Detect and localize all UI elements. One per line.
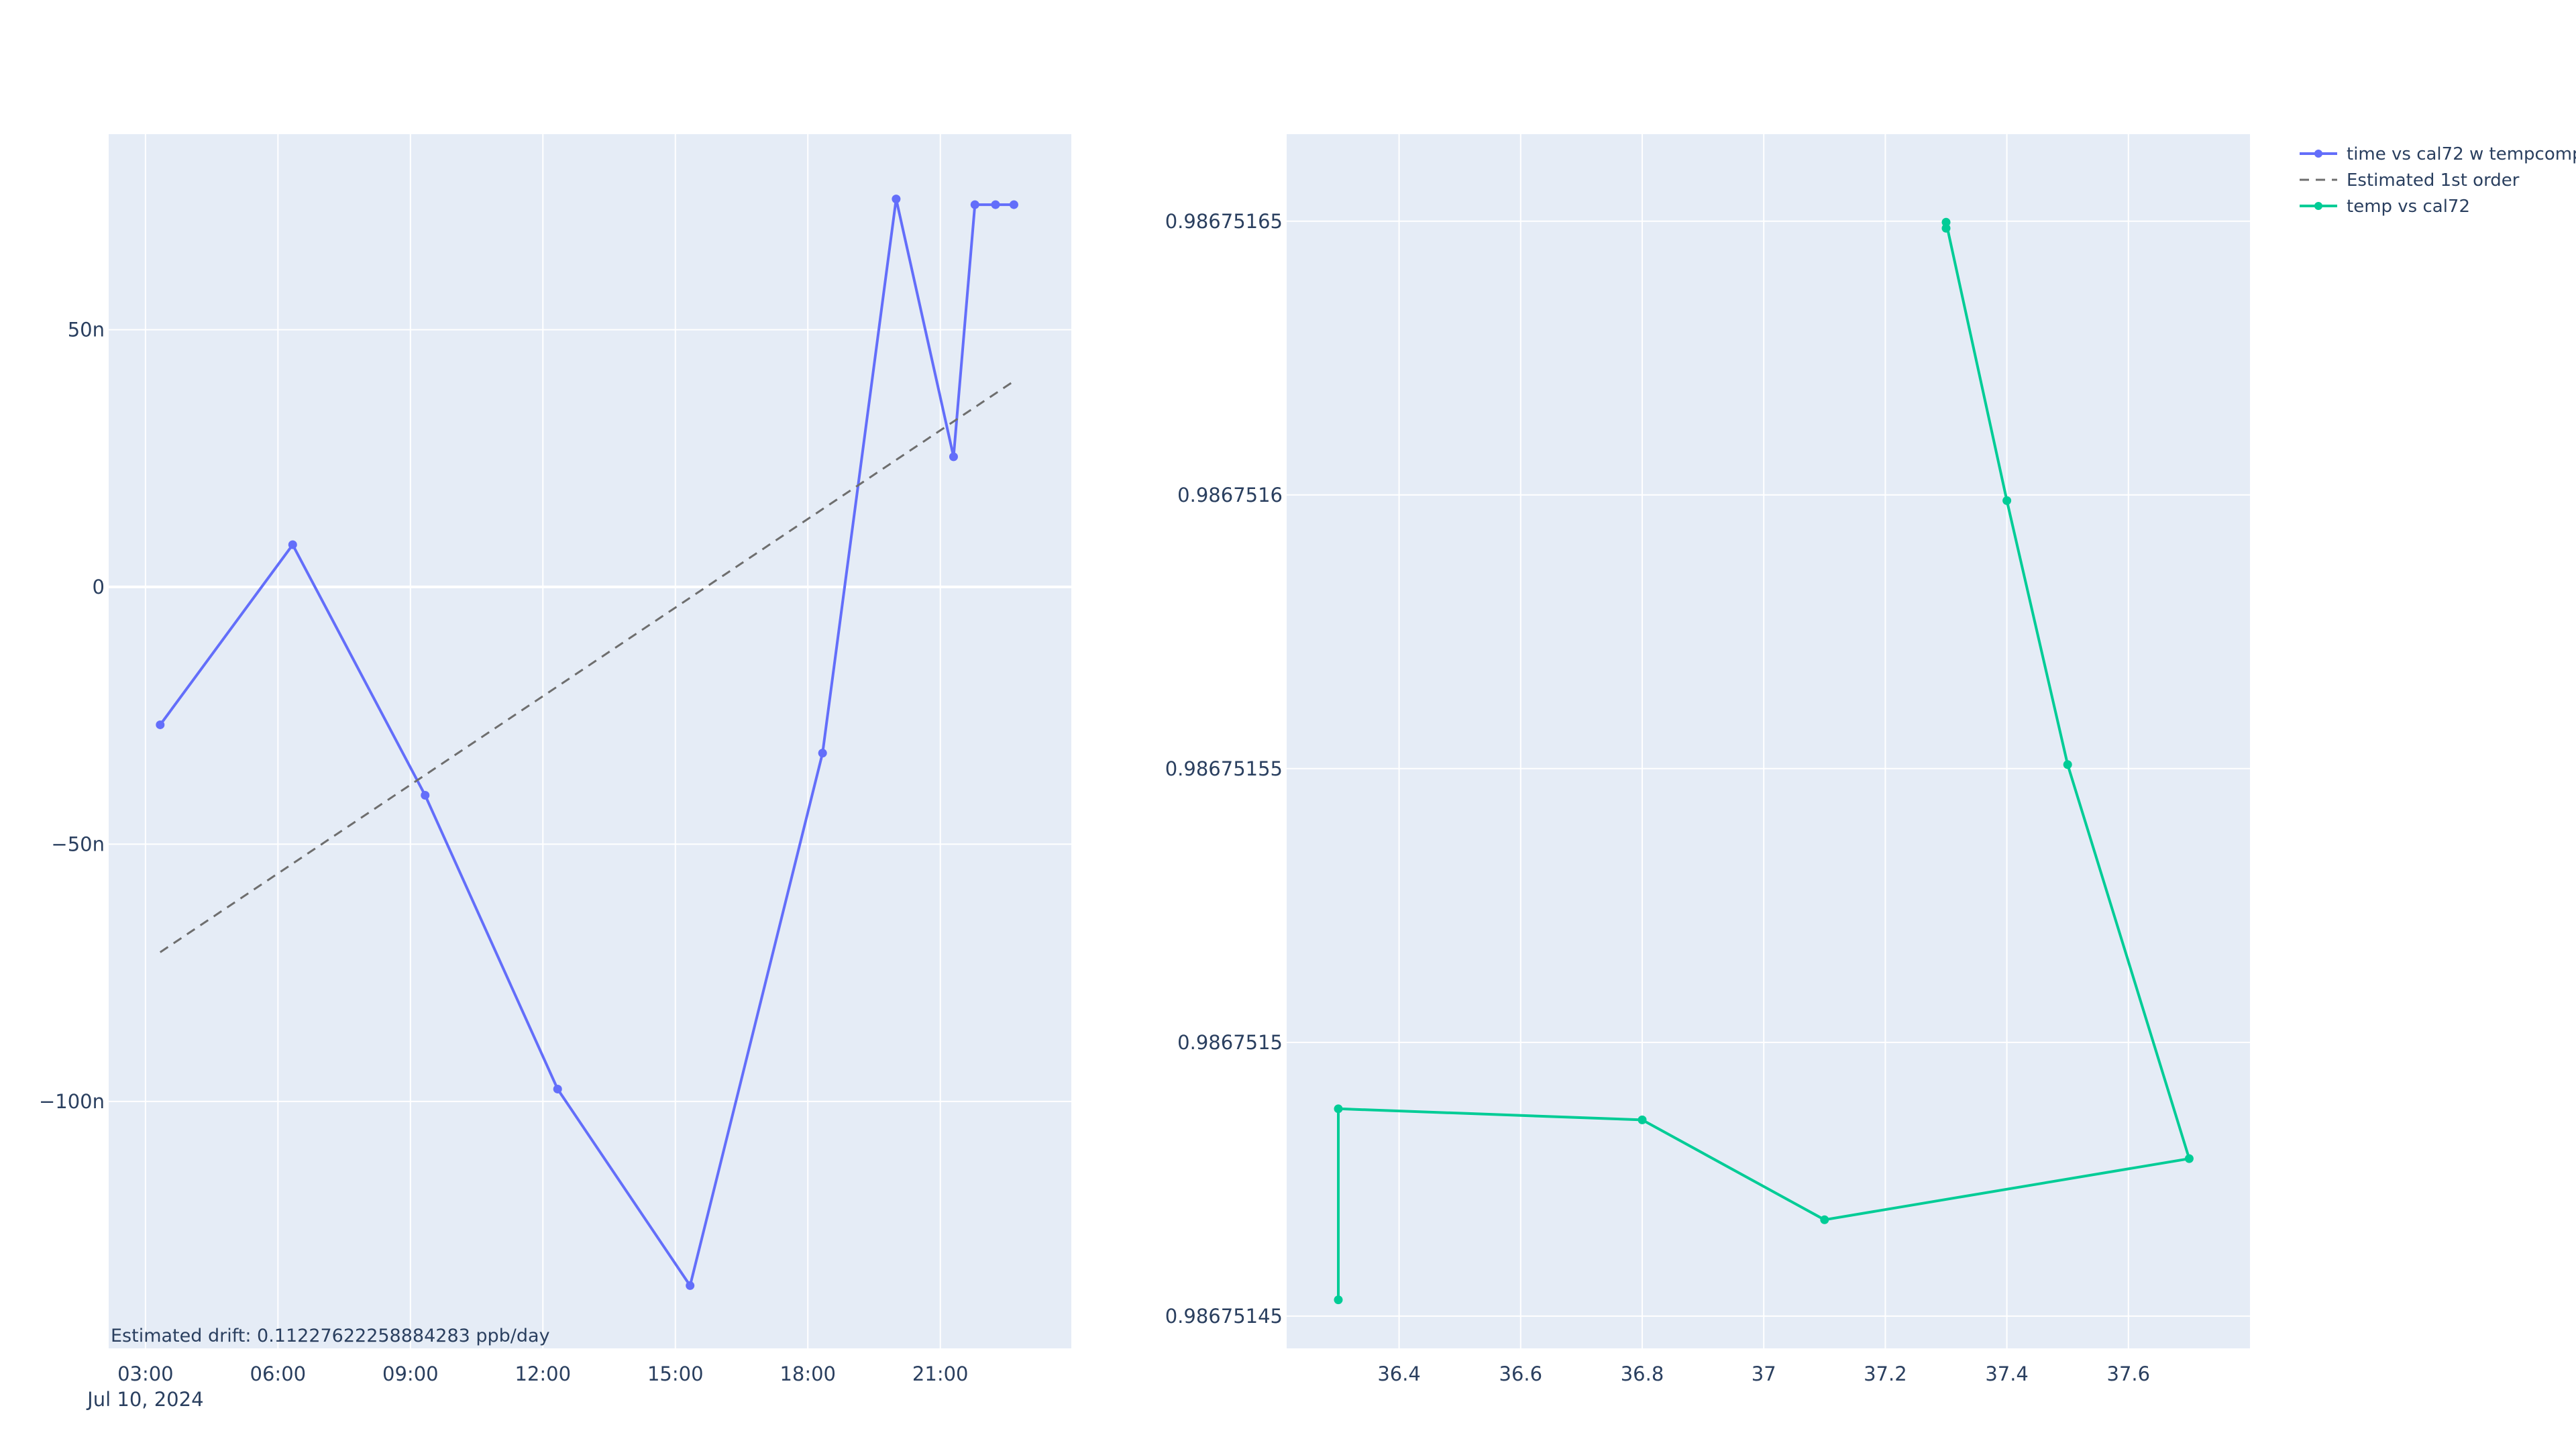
plot-background — [109, 134, 1071, 1348]
data-point — [1334, 1104, 1343, 1114]
y-tick-label: −100n — [39, 1090, 105, 1113]
y-tick-label: 0 — [93, 576, 105, 598]
data-point — [2184, 1154, 2194, 1163]
x-tick-label: 12:00 — [515, 1362, 571, 1385]
x-tick-label: 37.2 — [1864, 1362, 1907, 1385]
data-point — [991, 200, 1000, 209]
legend-label: Estimated 1st order — [2347, 170, 2520, 191]
right-subplot: 36.4 36.6 36.8 37 37.2 37.4 37.6 0.98675165 0.98… — [1165, 134, 2250, 1385]
data-point — [156, 720, 165, 729]
x-tick-label: 36.4 — [1377, 1362, 1421, 1385]
legend-label: temp vs cal72 — [2347, 197, 2470, 217]
y-tick-label: 0.98675155 — [1165, 757, 1283, 780]
legend-swatch-marker — [2314, 150, 2322, 158]
y-tick-label: 0.9867515 — [1177, 1031, 1283, 1054]
legend-item[interactable]: temp vs cal72 — [2300, 197, 2470, 217]
y-tick-label: 0.98675145 — [1165, 1305, 1283, 1328]
y-tick-label: −50n — [51, 833, 105, 855]
x-tick-sublabel: Jul 10, 2024 — [86, 1388, 203, 1411]
x-tick-label: 37 — [1752, 1362, 1776, 1385]
data-point — [2063, 760, 2072, 769]
x-tick-label: 36.6 — [1499, 1362, 1543, 1385]
data-point — [1638, 1115, 1647, 1124]
x-tick-label: 03:00 — [117, 1362, 174, 1385]
data-point — [1941, 223, 1951, 233]
data-point — [421, 791, 430, 800]
data-point — [1334, 1295, 1343, 1305]
data-point — [949, 452, 958, 462]
data-point — [892, 195, 901, 204]
x-tick-label: 15:00 — [647, 1362, 704, 1385]
legend[interactable]: time vs cal72 w tempcomp Estimated 1st or… — [2300, 144, 2576, 217]
data-point — [1941, 217, 1951, 227]
x-tick-label: 09:00 — [382, 1362, 439, 1385]
legend-label: time vs cal72 w tempcomp — [2347, 144, 2576, 164]
series-line-1 — [159, 380, 1015, 953]
x-tick-label: 21:00 — [912, 1362, 969, 1385]
left-subplot: 03:00 06:00 09:00 12:00 15:00 18:00 21:00 Jul 1… — [39, 134, 1071, 1411]
y-tick-label: 50n — [68, 318, 105, 341]
y-tick-label: 0.98675165 — [1165, 210, 1283, 233]
x-tick-label: 36.8 — [1621, 1362, 1664, 1385]
data-point — [970, 200, 979, 209]
data-point — [2002, 496, 2012, 505]
annotations: Estimated drift: 0.11227622258884283 ppb… — [111, 1326, 550, 1346]
legend-swatch-marker — [2314, 202, 2322, 210]
drift-annotation: Estimated drift: 0.11227622258884283 ppb… — [111, 1326, 550, 1346]
x-tick-label: 37.6 — [2107, 1362, 2151, 1385]
data-point — [1009, 200, 1018, 209]
legend-item[interactable]: time vs cal72 w tempcomp — [2300, 144, 2576, 164]
x-tick-label: 37.4 — [1985, 1362, 2029, 1385]
data-point — [818, 749, 827, 758]
plot-background — [1287, 134, 2250, 1348]
x-tick-label: 06:00 — [250, 1362, 307, 1385]
data-point — [553, 1084, 562, 1093]
legend-item[interactable]: Estimated 1st order — [2300, 170, 2520, 191]
y-tick-label: 0.9867516 — [1177, 484, 1283, 506]
data-point — [288, 540, 297, 549]
data-point — [1820, 1215, 1829, 1224]
x-tick-label: 18:00 — [780, 1362, 836, 1385]
data-point — [686, 1281, 695, 1290]
